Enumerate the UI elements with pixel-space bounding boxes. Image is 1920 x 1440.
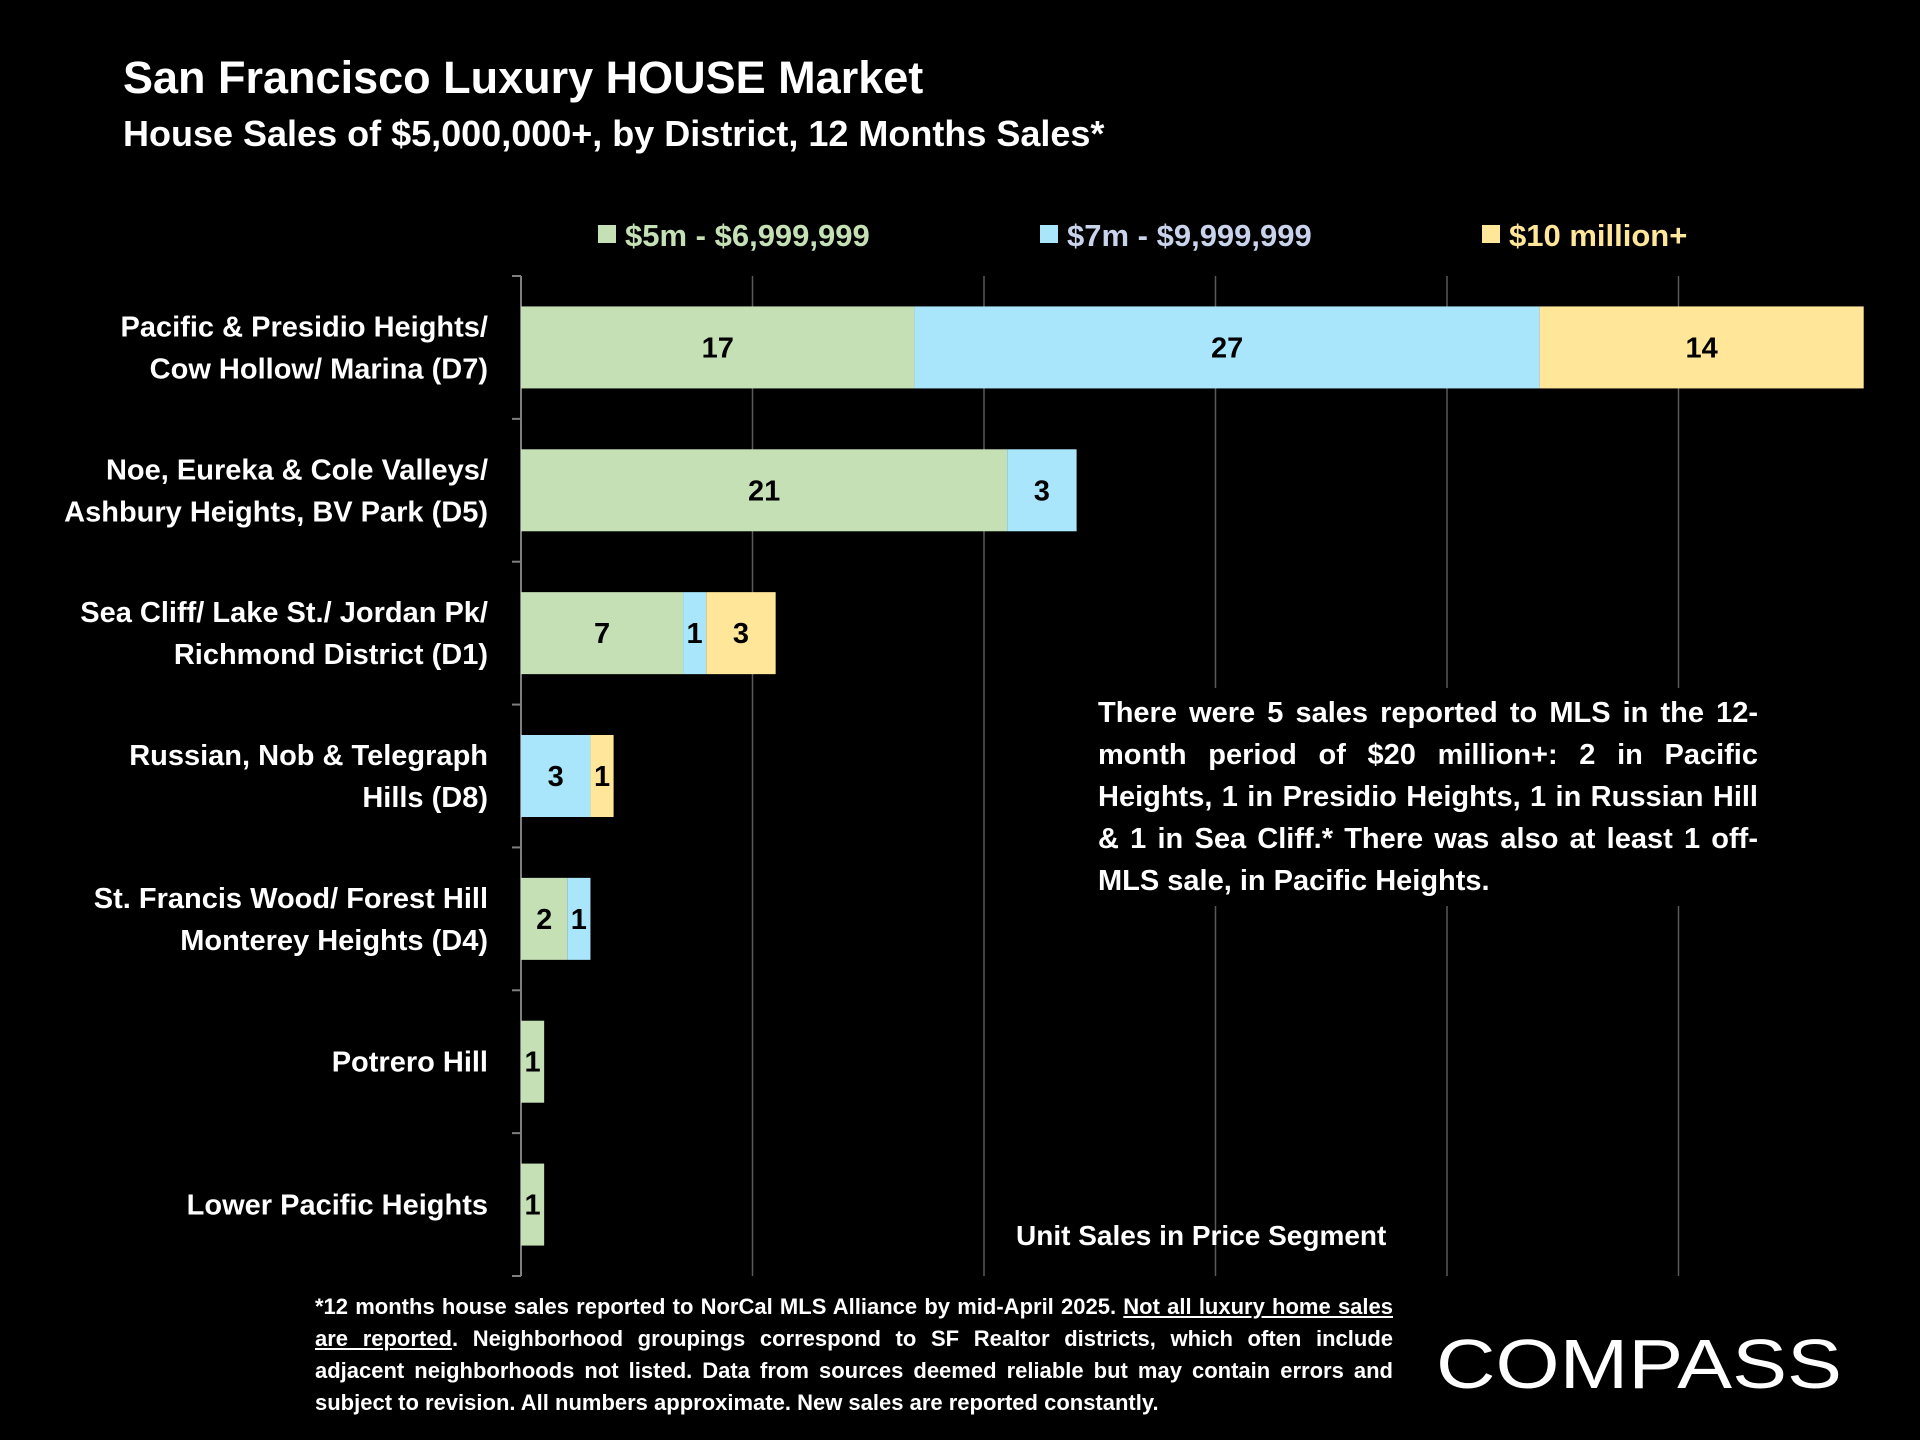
- footnote: *12 months house sales reported to NorCa…: [315, 1291, 1393, 1419]
- category-label-line: Cow Hollow/ Marina (D7): [150, 353, 488, 385]
- data-label: 1: [571, 904, 587, 936]
- bar-segment: [1539, 306, 1864, 389]
- bar-segment: [706, 592, 776, 675]
- bar-segment: [567, 877, 591, 960]
- data-label: 7: [594, 618, 610, 650]
- compass-logo: COMPASS: [1436, 1325, 1842, 1402]
- bar-segment: [521, 877, 568, 960]
- category-label-line: Potrero Hill: [332, 1047, 488, 1079]
- bar-segment: [914, 306, 1540, 389]
- footnote-part2: . Neighborhood groupings correspond to S…: [315, 1326, 1393, 1415]
- bar-segment: [521, 1163, 545, 1246]
- chart-subtitle: House Sales of $5,000,000+, by District,…: [123, 113, 1105, 154]
- legend-label: $5m - $6,999,999: [625, 218, 870, 253]
- bar-segment: [521, 1020, 545, 1103]
- data-label: 3: [548, 761, 564, 793]
- category-label-line: Russian, Nob & Telegraph: [129, 740, 488, 772]
- bar-segment: [1007, 449, 1077, 532]
- data-label: 1: [687, 618, 703, 650]
- data-label: 1: [525, 1047, 541, 1079]
- legend-swatch: [1040, 225, 1058, 243]
- legend-label: $10 million+: [1509, 218, 1687, 253]
- data-label: 14: [1686, 332, 1718, 364]
- chart-title: San Francisco Luxury HOUSE Market: [123, 52, 924, 103]
- compass-logo-text: COMPASS: [1436, 1325, 1842, 1402]
- data-label: 21: [748, 475, 780, 507]
- category-label: St. Francis Wood/ Forest Hill Monterey He…: [94, 883, 488, 957]
- category-label-line: Richmond District (D1): [174, 639, 488, 671]
- legend-swatch: [1482, 225, 1500, 243]
- bar-segment: [521, 735, 591, 817]
- category-label: Lower Pacific Heights: [187, 1190, 488, 1222]
- bar-segment: [521, 306, 915, 389]
- category-label: Russian, Nob & Telegraph Hills (D8): [129, 740, 488, 814]
- x-axis-label: Unit Sales in Price Segment: [1016, 1220, 1387, 1251]
- category-label: Sea Cliff/ Lake St./ Jordan Pk/Richmond …: [80, 597, 488, 671]
- category-label: Noe, Eureka & Cole Valleys/Ashbury Heigh…: [64, 454, 488, 528]
- data-label: 17: [702, 332, 734, 364]
- legend-label: $7m - $9,999,999: [1067, 218, 1312, 253]
- stacked-bar-chart: $5m - $6,999,999 $7m - $9,999,999 $10 mill…: [64, 218, 1864, 1277]
- category-label-line: Hills (D8): [362, 782, 488, 814]
- category-label-line: Noe, Eureka & Cole Valleys/: [106, 454, 488, 486]
- bar-segment: [521, 592, 684, 675]
- bar-segment: [590, 735, 614, 817]
- category-label: Potrero Hill: [332, 1047, 488, 1079]
- bar-segment: [683, 592, 707, 675]
- category-label-line: Sea Cliff/ Lake St./ Jordan Pk/: [80, 597, 488, 629]
- data-label: 1: [594, 761, 610, 793]
- footnote-part1: *12 months house sales reported to NorCa…: [315, 1294, 1124, 1319]
- data-label: 3: [733, 618, 749, 650]
- data-label: 2: [536, 904, 552, 936]
- category-label-line: Pacific & Presidio Heights/: [121, 311, 488, 343]
- bar-segment: [521, 449, 1008, 532]
- data-label: 3: [1034, 475, 1050, 507]
- legend-swatch: [598, 225, 616, 243]
- data-label: 27: [1211, 332, 1243, 364]
- category-label: Pacific & Presidio Heights/Cow Hollow/ M…: [121, 311, 488, 385]
- annotation-note: There were 5 sales reported to MLS in th…: [1098, 688, 1758, 906]
- category-label-line: St. Francis Wood/ Forest Hill: [94, 883, 488, 915]
- category-label-line: Monterey Heights (D4): [180, 925, 488, 957]
- category-label-line: Ashbury Heights, BV Park (D5): [64, 496, 488, 528]
- footnote-underlined: Not all luxury home sales are reported: [315, 1294, 1393, 1351]
- category-label-line: Lower Pacific Heights: [187, 1190, 488, 1222]
- data-label: 1: [525, 1190, 541, 1222]
